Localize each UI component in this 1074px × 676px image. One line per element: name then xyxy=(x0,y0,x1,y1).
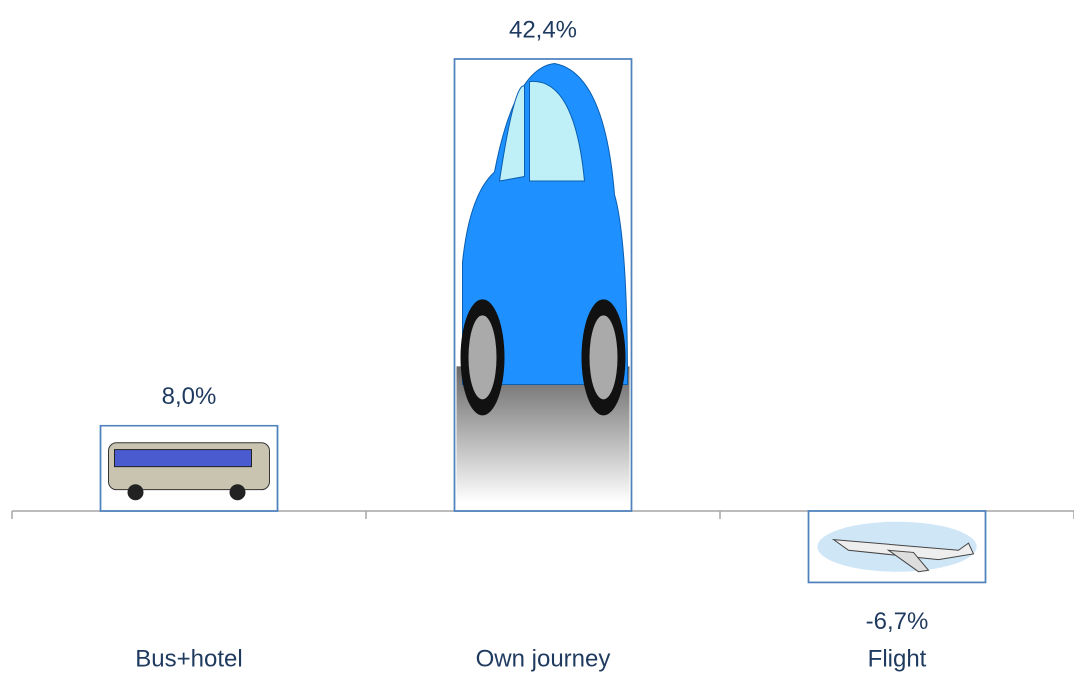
bar-border xyxy=(807,510,987,584)
car-hub xyxy=(468,315,497,400)
car-hub xyxy=(589,315,618,400)
bus-wheel xyxy=(127,484,144,501)
value-label: -6,7% xyxy=(866,608,929,635)
x-tick-label: Bus+hotel xyxy=(135,645,242,672)
x-tick-label: Own journey xyxy=(476,645,611,672)
value-label: 42,4% xyxy=(509,16,577,43)
value-label: 8,0% xyxy=(162,383,217,410)
bar-border xyxy=(453,58,633,512)
bar-border xyxy=(99,424,279,512)
bus-windows xyxy=(114,449,252,468)
plane-wing xyxy=(886,549,930,573)
plane xyxy=(831,538,975,561)
bar-image xyxy=(99,424,279,512)
car-window xyxy=(498,81,586,182)
bar-image xyxy=(807,510,987,584)
bar-image xyxy=(453,58,633,512)
x-tick-label: Flight xyxy=(868,645,927,672)
bus-wheel xyxy=(229,484,246,501)
car-body xyxy=(462,63,629,385)
